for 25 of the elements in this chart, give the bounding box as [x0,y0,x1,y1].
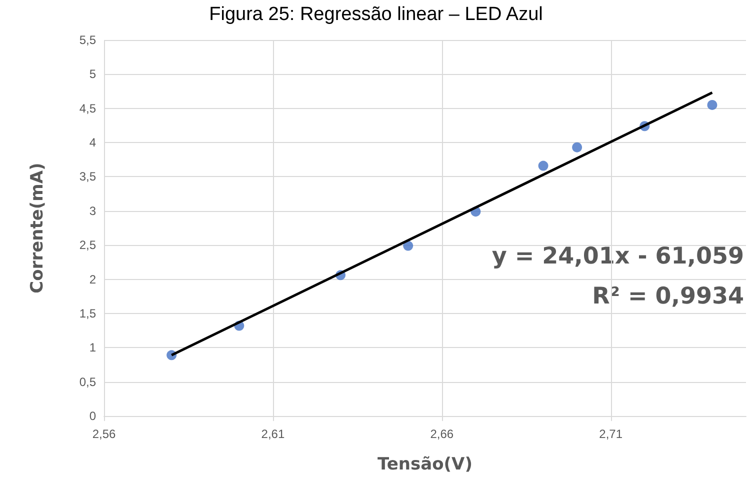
y-tick-label: 5 [89,67,96,82]
y-tick-label: 4 [89,136,96,150]
point [707,100,718,110]
y-tick-label: 5,5 [79,33,96,47]
point [538,160,548,171]
point [403,240,414,251]
point [572,142,582,152]
y-tick-label: 0 [89,409,96,423]
y-tick-label: 2 [89,272,96,286]
chart-title: Figura 25: Regressão linear – LED Azul [209,4,543,25]
x-tick-label: 2,66 [430,427,454,441]
y-tick-label: 0,5 [79,374,96,389]
y-tick-label: 3 [89,204,96,218]
y-tick-label: 1,5 [79,306,96,320]
y-tick-label: 3,5 [79,170,96,184]
y-tick-label: 1 [89,340,96,355]
y-tick-label: 4,5 [79,101,96,116]
y-tick-label: 2,5 [79,238,96,252]
annotation: R² = 0,9934 [592,284,744,310]
x-axis-title: Tensão(V) [378,454,472,474]
annotation: y = 24,01x - 61,059 [492,244,744,270]
x-tick-label: 2,71 [599,427,623,441]
x-tick-label: 2,61 [261,427,285,441]
x-tick-label: 2,56 [92,427,116,441]
y-axis-title: Corrente(mA) [28,162,48,294]
